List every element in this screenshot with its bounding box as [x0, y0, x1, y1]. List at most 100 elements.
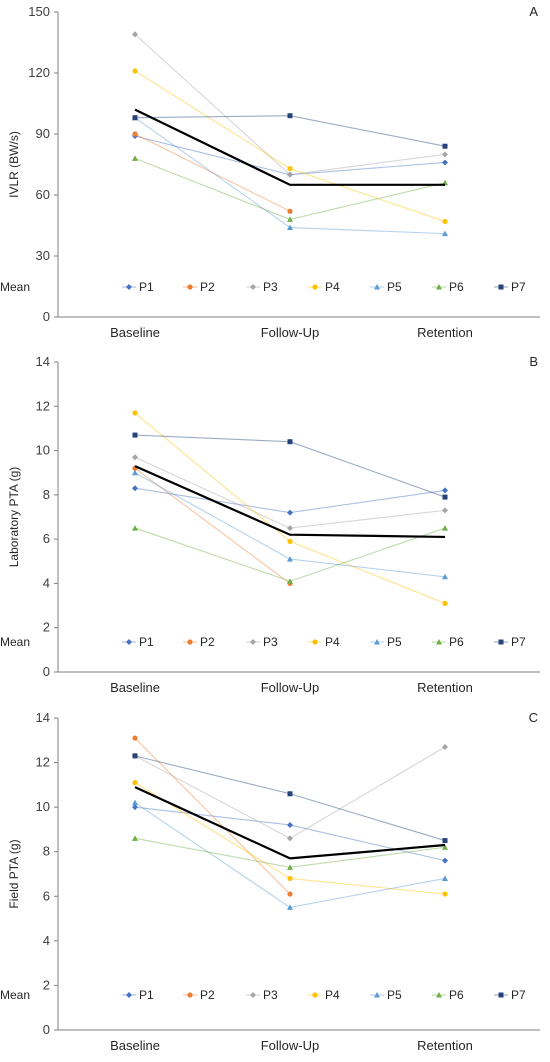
legend-marker: [498, 284, 504, 290]
legend-label: P4: [325, 988, 340, 1002]
series-mean: [134, 465, 446, 539]
legend-item-p7: P7: [494, 635, 526, 649]
y-tick-label: 14: [36, 354, 50, 369]
legend-label: P3: [263, 280, 278, 294]
legend: P1 P2 P3 P4 P5 P6 P7 Mean: [0, 635, 526, 649]
data-point-p6: [442, 844, 448, 850]
series-p1: [132, 804, 448, 864]
y-tick-label: 120: [28, 65, 50, 80]
series-p7: [132, 753, 448, 844]
legend-item-p4: P4: [308, 280, 340, 294]
data-point-p1: [287, 821, 293, 828]
legend-marker: [312, 284, 318, 290]
legend-marker: [312, 992, 318, 998]
data-point-p1: [132, 485, 138, 492]
data-point-p6: [287, 216, 293, 222]
data-point-p7: [287, 439, 293, 445]
y-tick-label: 90: [36, 126, 50, 141]
data-point-p7: [442, 838, 448, 844]
data-point-p6: [442, 525, 448, 531]
series-line-p2: [134, 737, 291, 895]
data-point-p6: [132, 525, 138, 531]
y-tick-label: 14: [36, 710, 50, 725]
legend-item-p3: P3: [246, 635, 278, 649]
legend-marker: [498, 992, 504, 998]
data-point-p4: [442, 218, 448, 225]
legend-label: P2: [200, 280, 215, 294]
legend-label: P1: [139, 988, 154, 1002]
data-point-p5: [287, 556, 293, 562]
legend-label: P1: [139, 635, 154, 649]
legend-marker: [374, 992, 380, 998]
y-tick-label: 4: [43, 575, 50, 590]
data-point-p6: [287, 578, 293, 584]
legend-item-p6: P6: [432, 280, 464, 294]
legend-label: P1: [139, 280, 154, 294]
legend-item-p5: P5: [370, 635, 402, 649]
data-point-p1: [132, 804, 138, 811]
legend-item-p3: P3: [246, 280, 278, 294]
legend-label: Mean: [0, 988, 30, 1002]
series-line-p3: [134, 33, 446, 176]
legend-label: Mean: [0, 280, 30, 294]
legend-item-p4: P4: [308, 988, 340, 1002]
data-point-p7: [442, 143, 448, 149]
data-point-p3: [287, 525, 293, 532]
data-point-p7: [132, 432, 138, 438]
data-point-p7: [287, 791, 293, 797]
series-line-p2: [134, 467, 291, 584]
y-axis-title: Laboratory PTA (g): [7, 467, 21, 568]
legend-marker: [187, 284, 193, 290]
data-point-p5: [287, 904, 293, 910]
legend-label: P6: [449, 988, 464, 1002]
data-point-p3: [442, 507, 448, 514]
legend-item-p2: P2: [183, 280, 215, 294]
legend-marker: [498, 639, 504, 645]
series-line-p6: [134, 837, 446, 868]
x-category-label: Retention: [417, 1038, 473, 1053]
legend-marker: [436, 639, 442, 645]
legend-label: P7: [511, 280, 526, 294]
legend-item-p2: P2: [183, 635, 215, 649]
legend-marker: [312, 639, 318, 645]
series-line-p3: [134, 456, 446, 529]
data-point-p4: [132, 410, 138, 416]
legend-item-p7: P7: [494, 280, 526, 294]
series-p4: [132, 410, 448, 606]
data-point-p3: [132, 31, 138, 38]
data-point-p4: [442, 600, 448, 606]
series-mean: [134, 108, 445, 186]
y-tick-label: 6: [43, 888, 50, 903]
legend-marker: [187, 639, 193, 645]
legend-label: P5: [387, 635, 402, 649]
legend-marker: [250, 639, 256, 645]
data-point-p6: [132, 835, 138, 841]
y-tick-label: 0: [43, 664, 50, 679]
series-line-p2: [134, 133, 291, 212]
y-axis-title: Field PTA (g): [7, 839, 21, 908]
legend-item-p1: P1: [122, 280, 154, 294]
y-tick-label: 2: [43, 977, 50, 992]
x-category-label: Retention: [417, 680, 473, 695]
y-tick-label: 12: [36, 398, 50, 413]
legend-marker: [126, 284, 132, 290]
series-p7: [132, 113, 448, 149]
legend-label: P3: [263, 988, 278, 1002]
chart-panel-a: 0 30 60 90 120 150 Baseline Follow-Up Retention I…: [0, 4, 540, 340]
x-category-label: Follow-Up: [261, 680, 320, 695]
data-point-p1: [442, 857, 448, 864]
data-point-p4: [132, 68, 138, 74]
series-line-mean: [134, 786, 446, 860]
series-line-p1: [134, 487, 446, 514]
data-point-p3: [287, 171, 293, 178]
series-p2: [132, 131, 293, 214]
legend-label: P4: [325, 280, 340, 294]
legend: P1 P2 P3 P4 P5 P6 P7 Mean: [0, 988, 526, 1002]
legend-marker: [436, 284, 442, 290]
legend-label: P5: [387, 988, 402, 1002]
y-axis-title: IVLR (BW/s): [7, 131, 21, 198]
legend-item-p5: P5: [370, 988, 402, 1002]
data-point-p7: [132, 753, 138, 759]
data-point-p2: [132, 735, 138, 741]
panel-label: B: [529, 354, 538, 369]
